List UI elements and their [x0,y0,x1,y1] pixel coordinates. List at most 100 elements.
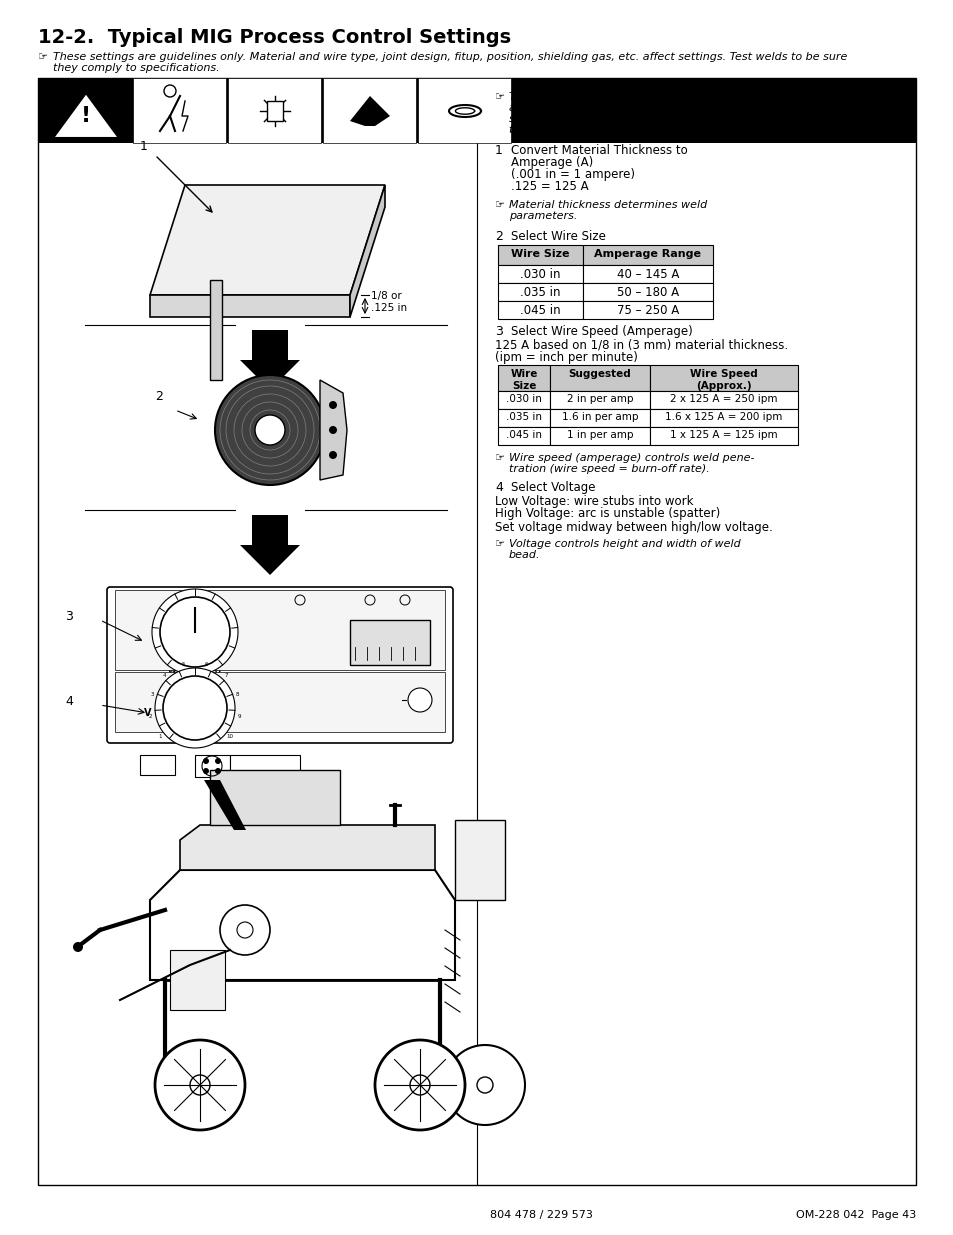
Text: OVER TEMP: OVER TEMP [401,718,437,722]
Text: 9: 9 [237,714,241,719]
Bar [140,755,174,776]
Circle shape [164,85,175,98]
Text: .045 in: .045 in [505,430,541,440]
Text: 0: 0 [148,640,152,646]
Text: Select Wire Size: Select Wire Size [511,230,605,243]
Text: 6: 6 [204,662,208,667]
Text: they comply to specifications.: they comply to specifications. [53,63,219,73]
Circle shape [476,1077,493,1093]
Text: VOLTAGE: VOLTAGE [175,737,213,746]
Text: These settings are guidelines only. Material: These settings are guidelines only. Mate… [509,91,750,103]
Text: Select Wire Speed (Amperage): Select Wire Speed (Amperage) [511,325,692,338]
Text: ENGINE/: ENGINE/ [395,601,423,606]
Text: 2: 2 [154,390,163,403]
Text: WIRE SPEED: WIRE SPEED [169,667,221,676]
Text: 2 x 125 A = 250 ipm: 2 x 125 A = 250 ipm [670,394,777,404]
Bar [497,409,550,427]
Bar [230,755,299,781]
Text: Suggested: Suggested [568,369,631,379]
Bar [497,391,550,409]
Circle shape [408,688,432,713]
Text: 1: 1 [140,140,148,153]
Circle shape [214,375,325,485]
Bar [497,427,550,445]
Bar [550,409,649,427]
Circle shape [214,768,221,774]
Text: bead.: bead. [509,550,540,559]
Text: ☞: ☞ [495,200,504,210]
Circle shape [254,415,285,445]
Circle shape [163,676,227,740]
Polygon shape [240,515,299,576]
Text: OFF: OFF [370,605,385,611]
Text: 2: 2 [149,714,152,719]
Text: ☞: ☞ [495,453,504,463]
Text: Material thickness determines weld: Material thickness determines weld [509,200,706,210]
Circle shape [329,451,336,459]
Polygon shape [150,295,350,317]
Text: 4: 4 [495,480,502,494]
Circle shape [329,426,336,433]
Text: !: ! [81,106,91,126]
Text: .125 = 125 A: .125 = 125 A [511,180,588,193]
Text: Wire Speed
(Approx.): Wire Speed (Approx.) [689,369,757,391]
Circle shape [444,1045,524,1125]
Bar [497,245,582,266]
Bar [582,266,712,283]
Circle shape [220,905,270,955]
Text: Wire speed (amperage) controls weld pene-: Wire speed (amperage) controls weld pene… [509,453,754,463]
Text: V: V [144,708,152,718]
Circle shape [214,758,221,764]
Text: 230 VAC: 230 VAC [305,608,334,613]
Text: 12-2.  Typical MIG Process Control Settings: 12-2. Typical MIG Process Control Settin… [38,28,511,47]
Text: 1 x 125 A = 125 ipm: 1 x 125 A = 125 ipm [670,430,777,440]
Polygon shape [319,380,347,480]
Circle shape [73,942,83,952]
Text: 1.6 in per amp: 1.6 in per amp [561,412,638,422]
Bar [497,283,582,301]
Text: 5: 5 [182,662,185,667]
Text: Low Voltage: wire stubs into work: Low Voltage: wire stubs into work [495,495,693,508]
Polygon shape [240,330,299,390]
Bar [228,78,320,143]
Text: 1: 1 [158,735,162,740]
Bar [582,301,712,319]
Bar [417,78,511,143]
Bar [497,301,582,319]
Text: OM-228 042  Page 43: OM-228 042 Page 43 [795,1210,915,1220]
Bar [267,101,283,121]
Circle shape [203,768,209,774]
Text: Convert Material Thickness to: Convert Material Thickness to [511,144,687,157]
Text: 3: 3 [151,692,153,697]
Text: 10: 10 [226,735,233,740]
Text: 50 – 180 A: 50 – 180 A [617,287,679,299]
Circle shape [375,1040,464,1130]
Bar [649,391,797,409]
Text: Voltage controls height and width of weld: Voltage controls height and width of wel… [509,538,740,550]
Text: 1: 1 [495,144,502,157]
Bar [115,590,444,671]
Bar [210,769,339,825]
Polygon shape [53,93,119,138]
Text: .045 in: .045 in [519,304,560,317]
Circle shape [236,923,253,939]
Text: 2 in per amp: 2 in per amp [566,394,633,404]
Text: parameters.: parameters. [509,211,577,221]
Text: Amperage Range: Amperage Range [594,249,700,259]
Bar [649,427,797,445]
Text: High Voltage: arc is unstable (spatter): High Voltage: arc is unstable (spatter) [495,508,720,520]
Bar [649,366,797,391]
Text: .035 in: .035 in [519,287,560,299]
Polygon shape [350,96,390,126]
Polygon shape [350,185,385,317]
Bar [323,78,416,143]
Text: 125 A based on 1/8 in (3 mm) material thickness.: 125 A based on 1/8 in (3 mm) material th… [495,338,787,352]
Text: .030 in: .030 in [519,268,560,282]
Text: to be sure they comply to specifications.: to be sure they comply to specifications… [509,125,735,135]
Text: ☞: ☞ [495,538,504,550]
Bar [210,280,222,380]
Text: Select Voltage: Select Voltage [511,480,595,494]
Text: 7: 7 [224,673,228,678]
Polygon shape [204,781,246,830]
Bar [582,283,712,301]
